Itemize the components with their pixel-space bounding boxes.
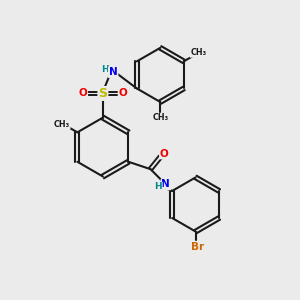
Text: O: O [118,88,127,98]
Text: O: O [79,88,87,98]
Text: N: N [109,67,118,77]
Text: S: S [98,87,107,100]
Text: O: O [160,148,169,158]
Text: H: H [101,65,109,74]
Text: CH₃: CH₃ [153,113,169,122]
Text: H: H [154,182,162,191]
Text: N: N [161,179,170,190]
Text: CH₃: CH₃ [54,120,70,129]
Text: CH₃: CH₃ [190,48,206,57]
Text: Br: Br [191,242,204,252]
